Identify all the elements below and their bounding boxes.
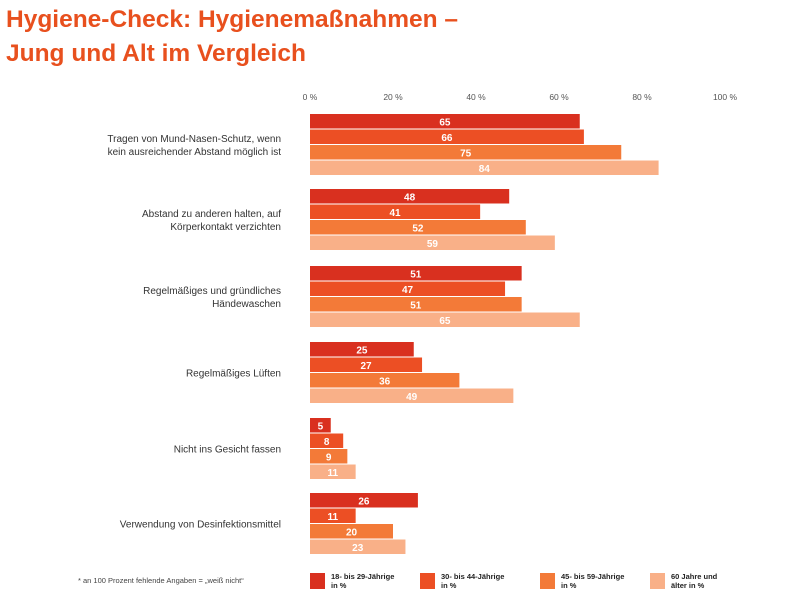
x-tick-label: 80 % bbox=[632, 92, 652, 102]
bar-value-label: 26 bbox=[358, 496, 370, 507]
x-tick-label: 0 % bbox=[303, 92, 318, 102]
bar-value-label: 27 bbox=[360, 361, 372, 372]
bar bbox=[310, 312, 580, 327]
legend-swatch-18-29 bbox=[310, 573, 325, 589]
legend: 18- bis 29-Jährige in % 30- bis 44-Jährig… bbox=[310, 572, 790, 598]
bar-value-label: 84 bbox=[479, 164, 491, 175]
category-label: Verwendung von Desinfektionsmittel bbox=[120, 520, 281, 531]
bar bbox=[310, 524, 393, 539]
bar bbox=[310, 129, 584, 144]
x-tick-label: 100 % bbox=[713, 92, 738, 102]
bar bbox=[310, 266, 522, 281]
bar-value-label: 48 bbox=[404, 192, 416, 203]
legend-swatch-45-59 bbox=[540, 573, 555, 589]
bar bbox=[310, 114, 580, 129]
bar bbox=[310, 297, 522, 312]
chart-title-line-2: Jung und Alt im Vergleich bbox=[6, 40, 306, 67]
bar-value-label: 66 bbox=[441, 133, 453, 144]
bar bbox=[310, 342, 414, 357]
category-label: kein ausreichender Abstand möglich ist bbox=[108, 147, 282, 158]
bar-value-label: 75 bbox=[460, 148, 472, 159]
bar bbox=[310, 373, 460, 388]
bar bbox=[310, 189, 510, 204]
x-tick-label: 60 % bbox=[549, 92, 569, 102]
bar bbox=[310, 464, 356, 479]
category-label: Körperkontakt verzichten bbox=[170, 222, 281, 233]
x-tick-label: 40 % bbox=[466, 92, 486, 102]
bar-value-label: 65 bbox=[439, 117, 451, 128]
bar-value-label: 11 bbox=[328, 512, 339, 523]
category-label: Tragen von Mund-Nasen-Schutz, wenn bbox=[107, 134, 281, 145]
bar bbox=[310, 220, 526, 235]
bar bbox=[310, 357, 423, 372]
bar bbox=[310, 508, 356, 523]
bar bbox=[310, 433, 344, 448]
bar bbox=[310, 539, 406, 554]
bar-value-label: 52 bbox=[412, 223, 424, 234]
legend-item-45-59: 45- bis 59-Jährige in % bbox=[540, 572, 650, 598]
bar-value-label: 41 bbox=[390, 208, 402, 219]
bar bbox=[310, 418, 331, 433]
bar-value-label: 51 bbox=[410, 300, 422, 311]
bar-value-label: 23 bbox=[352, 543, 364, 554]
category-label: Nicht ins Gesicht fassen bbox=[174, 445, 281, 456]
bar-value-label: 49 bbox=[406, 392, 418, 403]
bar-value-label: 20 bbox=[346, 527, 358, 538]
bar-value-label: 8 bbox=[324, 437, 330, 448]
bar-chart: 0 % 20 % 40 % 60 % 80 % 100 % Tragen von Mund-… bbox=[107, 92, 738, 554]
legend-label-45-59: 45- bis 59-Jährige in % bbox=[561, 572, 625, 590]
legend-swatch-30-44 bbox=[420, 573, 435, 589]
bar bbox=[310, 449, 348, 464]
bar bbox=[310, 388, 514, 403]
bar-value-label: 59 bbox=[427, 239, 439, 250]
category-label: Händewaschen bbox=[212, 299, 281, 310]
category-label: Regelmäßiges Lüften bbox=[186, 369, 281, 380]
bar bbox=[310, 160, 659, 175]
legend-item-60-plus: 60 Jahre und älter in % bbox=[650, 572, 760, 598]
footnote: * an 100 Prozent fehlende Angaben = „wei… bbox=[78, 576, 244, 585]
bar-value-label: 47 bbox=[402, 285, 414, 296]
legend-item-18-29: 18- bis 29-Jährige in % bbox=[310, 572, 420, 598]
bar-value-label: 11 bbox=[328, 468, 339, 479]
x-tick-label: 20 % bbox=[383, 92, 403, 102]
bar-value-label: 5 bbox=[318, 421, 324, 432]
bar bbox=[310, 493, 418, 508]
bar bbox=[310, 281, 506, 296]
bar bbox=[310, 235, 555, 250]
legend-label-18-29: 18- bis 29-Jährige in % bbox=[331, 572, 395, 590]
bar-value-label: 65 bbox=[439, 316, 451, 327]
legend-swatch-60-plus bbox=[650, 573, 665, 589]
legend-label-60-plus: 60 Jahre und älter in % bbox=[671, 572, 718, 590]
bar-value-label: 36 bbox=[379, 376, 391, 387]
bar-value-label: 9 bbox=[326, 452, 332, 463]
chart-title-line-1: Hygiene-Check: Hygienemaßnahmen – bbox=[6, 6, 459, 33]
bar-value-label: 51 bbox=[410, 269, 422, 280]
bar bbox=[310, 145, 622, 160]
category-label: Abstand zu anderen halten, auf bbox=[142, 209, 281, 220]
legend-label-30-44: 30- bis 44-Jährige in % bbox=[441, 572, 505, 590]
legend-item-30-44: 30- bis 44-Jährige in % bbox=[420, 572, 530, 598]
category-label: Regelmäßiges und gründliches bbox=[143, 286, 281, 297]
bar-value-label: 25 bbox=[356, 345, 368, 356]
bar bbox=[310, 204, 481, 219]
chart-title: Hygiene-Check: Hygienemaßnahmen – Jung u… bbox=[6, 3, 458, 71]
